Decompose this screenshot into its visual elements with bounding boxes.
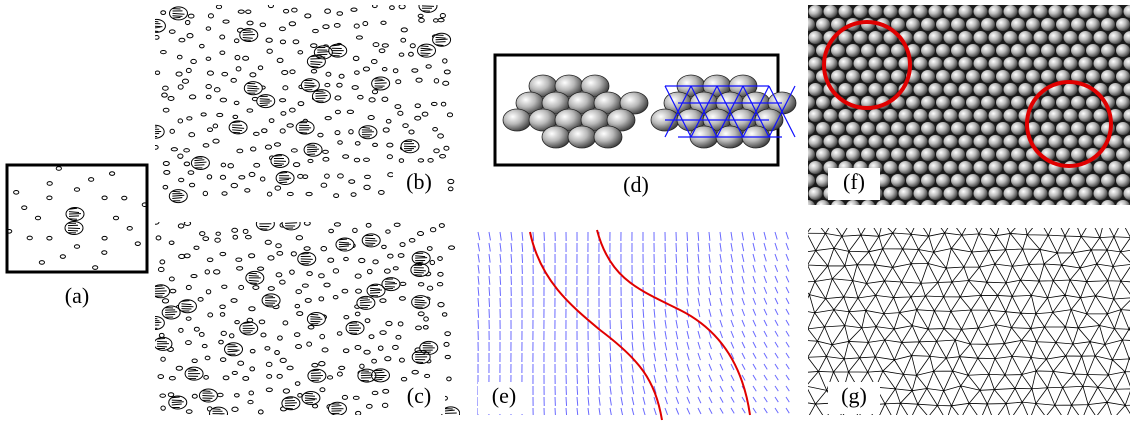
panel-label: (b): [406, 169, 432, 194]
panel-label: (e): [492, 383, 516, 408]
bead: [503, 109, 531, 131]
figure: (a) (b) (c) (d) (e) (f) (g): [0, 0, 1132, 423]
panel-label: (d): [623, 172, 649, 197]
panel-label: (c): [407, 383, 431, 408]
bead: [594, 126, 622, 148]
bead: [542, 126, 570, 148]
panel-label: (a): [65, 283, 89, 308]
flow-curve: [597, 230, 750, 415]
panel-label: (f): [843, 169, 865, 194]
bead: [568, 126, 596, 148]
flow-curve: [530, 232, 662, 420]
panel-label: (g): [841, 383, 867, 408]
